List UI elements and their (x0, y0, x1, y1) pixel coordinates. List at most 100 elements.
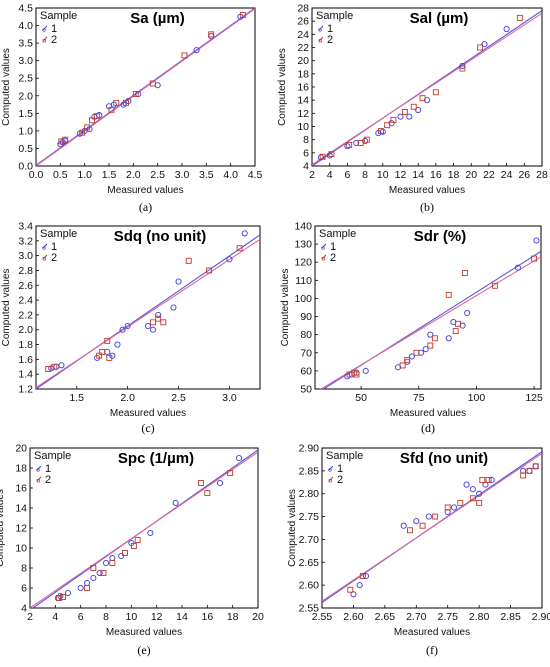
x-tick-label: 2.70 (406, 611, 427, 623)
legend-swatch-series-1 (328, 465, 334, 471)
chart-title: Spc (1/µm) (118, 450, 194, 467)
plot-area (36, 8, 255, 166)
y-tick-label: 10 (15, 543, 27, 555)
y-axis-label: Computed values (1, 48, 12, 126)
legend-marker-circle (328, 468, 332, 472)
data-point-series-1 (423, 97, 431, 104)
y-tick-label: 12 (15, 523, 27, 535)
y-tick-label: 1.6 (18, 354, 33, 366)
x-tick-label: 2.90 (532, 611, 550, 623)
y-tick-label: 28 (297, 3, 309, 15)
legend-entry-2: 2 (330, 252, 336, 264)
data-point-series-2 (130, 543, 137, 549)
chart-title: Sfd (no unit) (400, 450, 488, 467)
data-point-series-1 (388, 120, 395, 127)
legend-title: Sample (319, 228, 356, 240)
x-tick-label: 6 (344, 169, 350, 181)
y-tick-label: 14 (15, 503, 27, 515)
x-axis-label: Measured values (110, 408, 186, 419)
data-point-series-1 (488, 476, 495, 484)
data-point-series-2 (84, 585, 90, 591)
y-tick-label: 4 (21, 603, 27, 615)
data-point-series-2 (62, 136, 69, 143)
legend-marker-square (42, 257, 46, 261)
data-point-series-2 (401, 109, 408, 115)
plot-area (30, 449, 258, 608)
data-point-series-1 (326, 152, 333, 159)
x-tick-label: 10 (377, 169, 389, 181)
y-tick-label: 4.0 (18, 20, 33, 32)
data-point-series-1 (90, 574, 97, 582)
chart-title: Sdr (%) (414, 228, 467, 245)
y-tick-label: 70 (300, 347, 312, 359)
legend-title: Sample (34, 450, 71, 462)
data-point-series-2 (160, 319, 167, 326)
data-point-series-2 (106, 354, 113, 361)
data-point-series-2 (113, 99, 120, 106)
data-point-series-1 (394, 364, 402, 371)
y-tick-label: 14 (297, 95, 309, 107)
data-point-series-1 (450, 504, 458, 511)
data-point-series-1 (422, 346, 429, 353)
data-point-series-2 (455, 320, 461, 327)
x-tick-label: 10 (125, 611, 137, 623)
x-tick-label: 24 (501, 169, 513, 181)
y-tick-label: 16 (297, 82, 309, 94)
legend-entry-2: 2 (45, 474, 51, 486)
x-tick-label: 2.65 (375, 611, 396, 623)
data-point-series-1 (464, 309, 471, 316)
x-tick-label: 0.0 (29, 169, 44, 181)
y-tick-label: 2.2 (18, 309, 33, 321)
y-axis-label: Computed values (1, 269, 12, 347)
x-tick-label: 20 (465, 169, 477, 181)
x-tick-label: 125 (525, 392, 543, 404)
legend-marker-square (321, 257, 325, 261)
x-tick-label: 2.60 (343, 611, 364, 623)
y-axis-label: Computed values (280, 269, 291, 347)
fit-line-series-2 (322, 453, 542, 602)
y-tick-label: 18 (15, 463, 27, 475)
data-point-series-2 (185, 257, 192, 264)
x-tick-label: 75 (413, 392, 425, 404)
data-point-series-1 (96, 569, 103, 577)
data-point-series-2 (149, 80, 156, 87)
data-point-series-1 (144, 322, 152, 330)
plot-frame (321, 447, 543, 609)
legend-entry-2: 2 (327, 34, 333, 46)
plot-area (312, 10, 542, 166)
data-point-series-2 (347, 586, 354, 593)
data-point-series-1 (413, 518, 420, 525)
data-point-series-2 (461, 270, 468, 277)
data-point-series-2 (410, 103, 417, 110)
y-tick-label: 1.5 (18, 108, 33, 120)
legend-marker-circle (42, 246, 46, 250)
chart-panel-6: 2.55 2.60 2.65 2.70 2.75 2.80 2.85 2.90 2.55 2.60… (287, 443, 550, 658)
data-point-series-1 (64, 589, 72, 597)
y-axis-label: Computed values (287, 489, 298, 567)
data-point-series-2 (491, 282, 498, 289)
data-point-series-2 (444, 504, 451, 511)
y-tick-label: 8 (303, 134, 309, 146)
data-point-series-2 (208, 31, 215, 38)
y-tick-label: 2.8 (18, 265, 33, 277)
data-point-series-2 (390, 116, 397, 123)
y-tick-label: 3.2 (18, 235, 33, 247)
fit-line-series-1 (36, 8, 255, 166)
legend-marker-circle (42, 28, 46, 32)
data-point-series-2 (384, 122, 391, 129)
data-point-series-2 (526, 467, 533, 474)
data-point-series-1 (175, 278, 182, 285)
y-tick-label: 6 (21, 583, 27, 595)
legend-swatch-series-1 (42, 243, 48, 249)
panel-label: (e) (137, 643, 150, 657)
legend-marker-circle (318, 28, 322, 32)
y-tick-label: 80 (300, 329, 312, 341)
fit-line-series-2 (36, 238, 260, 388)
data-point-series-1 (170, 304, 177, 311)
data-point-series-1 (469, 486, 476, 493)
x-tick-label: 28 (536, 169, 548, 181)
legend-swatch-series-1 (321, 243, 327, 249)
data-point-series-2 (109, 560, 116, 566)
chart-panel-1: 0.0 0.5 1.0 1.5 2.0 2.5 3.0 3.5 4.0 4.5 0.0 0.5 1.0 1… (1, 3, 262, 215)
legend-swatch-series-1 (318, 25, 324, 31)
